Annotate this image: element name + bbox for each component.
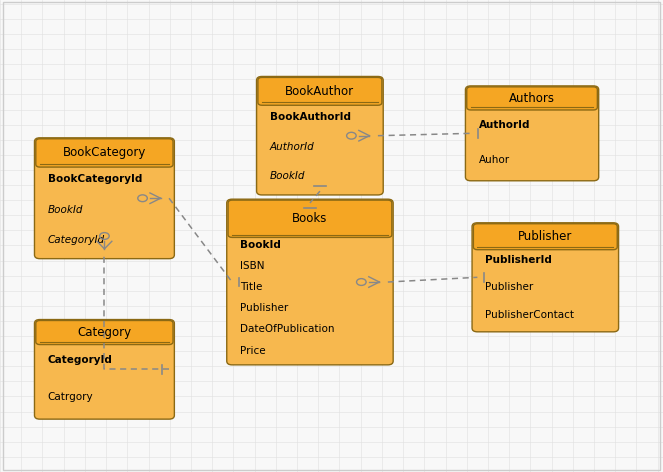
Text: Category: Category [78,326,131,339]
FancyBboxPatch shape [36,139,173,167]
FancyBboxPatch shape [228,200,392,237]
FancyBboxPatch shape [36,320,173,345]
Text: CategoryId: CategoryId [48,355,113,365]
FancyBboxPatch shape [258,77,382,105]
Text: BookCategoryId: BookCategoryId [48,174,142,185]
FancyBboxPatch shape [34,138,174,259]
FancyBboxPatch shape [227,199,393,365]
Text: Publisher: Publisher [518,230,573,243]
Text: BookId: BookId [48,204,84,215]
FancyBboxPatch shape [467,87,597,110]
Text: Title: Title [240,282,263,292]
Text: Auhor: Auhor [479,154,510,165]
Text: Publisher: Publisher [240,303,288,313]
Text: PublisherContact: PublisherContact [485,310,574,320]
FancyBboxPatch shape [465,86,599,181]
Text: BookAuthorId: BookAuthorId [270,112,351,122]
FancyBboxPatch shape [472,223,619,332]
Text: BookAuthor: BookAuthor [285,85,355,98]
FancyBboxPatch shape [473,224,617,250]
Text: DateOfPublication: DateOfPublication [240,324,335,335]
Text: Books: Books [292,212,328,225]
FancyBboxPatch shape [257,76,383,195]
Text: BookId: BookId [240,240,281,250]
FancyBboxPatch shape [34,320,174,419]
Text: BookCategory: BookCategory [63,146,146,160]
Text: Authors: Authors [509,92,555,105]
Text: AuthorId: AuthorId [479,119,530,130]
Text: ISBN: ISBN [240,261,265,271]
Text: Publisher: Publisher [485,282,534,293]
Text: PublisherId: PublisherId [485,255,552,265]
Text: CategoryId: CategoryId [48,235,105,245]
Text: AuthorId: AuthorId [270,142,314,152]
Text: BookId: BookId [270,171,306,181]
Text: Price: Price [240,346,266,355]
Text: Catrgory: Catrgory [48,392,93,402]
